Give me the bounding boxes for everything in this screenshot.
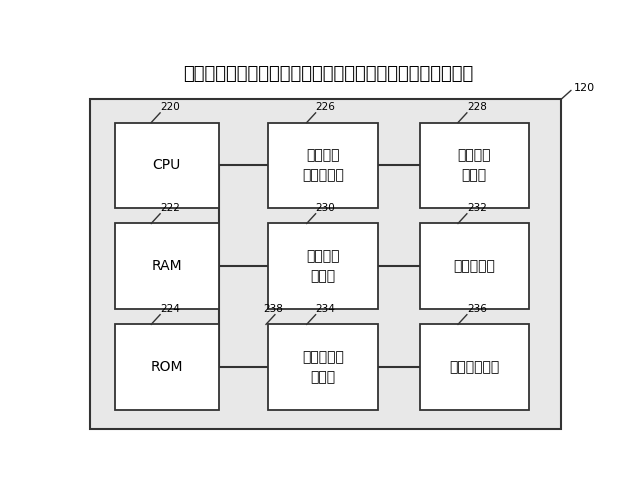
Text: 236: 236 bbox=[467, 304, 487, 314]
Text: 無線通信
制御部: 無線通信 制御部 bbox=[307, 249, 340, 283]
Bar bbox=[90, 99, 561, 429]
Text: 228: 228 bbox=[467, 102, 487, 112]
Bar bbox=[115, 325, 219, 410]
Bar bbox=[115, 223, 219, 309]
Text: ROM: ROM bbox=[150, 360, 183, 374]
Bar bbox=[420, 223, 529, 309]
Text: RAM: RAM bbox=[152, 259, 182, 273]
Bar bbox=[269, 223, 378, 309]
Bar bbox=[269, 122, 378, 208]
Text: 加速度検出
制御部: 加速度検出 制御部 bbox=[302, 350, 344, 384]
Text: 本発明の一実施形態における無線端末のハードウェア構成図: 本発明の一実施形態における無線端末のハードウェア構成図 bbox=[183, 65, 473, 83]
Text: 120: 120 bbox=[573, 84, 595, 93]
Text: 無線通信部: 無線通信部 bbox=[453, 259, 495, 273]
Text: 226: 226 bbox=[316, 102, 335, 112]
Text: 238: 238 bbox=[264, 304, 284, 314]
Text: 加速度検出部: 加速度検出部 bbox=[449, 360, 499, 374]
Text: 222: 222 bbox=[160, 203, 180, 213]
Text: 位置信号
受信制御部: 位置信号 受信制御部 bbox=[302, 149, 344, 182]
Bar bbox=[420, 122, 529, 208]
Text: 位置信号
受信部: 位置信号 受信部 bbox=[458, 149, 491, 182]
Text: 230: 230 bbox=[316, 203, 335, 213]
Bar bbox=[115, 122, 219, 208]
Text: 234: 234 bbox=[316, 304, 335, 314]
Text: 224: 224 bbox=[160, 304, 180, 314]
Bar bbox=[269, 325, 378, 410]
Text: 220: 220 bbox=[160, 102, 180, 112]
Text: CPU: CPU bbox=[153, 158, 181, 172]
Text: 232: 232 bbox=[467, 203, 487, 213]
Bar bbox=[420, 325, 529, 410]
